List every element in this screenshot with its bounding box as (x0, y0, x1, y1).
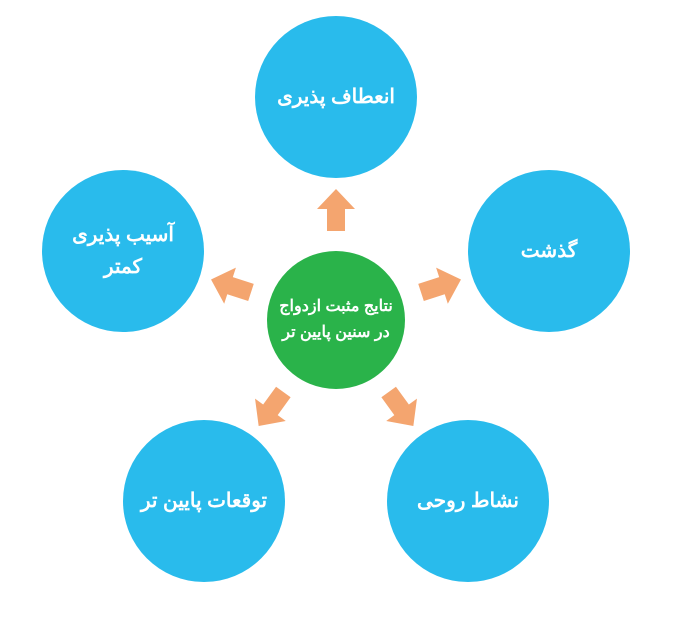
arrow-to-lower-expectations (239, 377, 303, 441)
outer-node-less-vulnerability: آسیب پذیری کمتر (42, 170, 204, 332)
outer-node-label: انعطاف پذیری (263, 81, 409, 113)
outer-node-vitality: نشاط روحی (387, 420, 549, 582)
outer-node-label: گذشت (507, 235, 591, 267)
outer-node-label: آسیب پذیری کمتر (42, 219, 204, 283)
arrow-to-forgiveness (412, 257, 470, 315)
outer-node-flexibility: انعطاف پذیری (255, 16, 417, 178)
arrow-to-vitality (369, 377, 433, 441)
center-node-label: نتایج مثبت ازدواج در سنین پایین تر (267, 294, 405, 345)
outer-node-forgiveness: گذشت (468, 170, 630, 332)
arrow-to-less-vulnerability (202, 257, 260, 315)
center-node: نتایج مثبت ازدواج در سنین پایین تر (267, 251, 405, 389)
arrow-to-flexibility (313, 187, 359, 233)
outer-node-lower-expectations: توقعات پایین تر (123, 420, 285, 582)
outer-node-label: توقعات پایین تر (127, 485, 281, 517)
outer-node-label: نشاط روحی (403, 485, 533, 517)
